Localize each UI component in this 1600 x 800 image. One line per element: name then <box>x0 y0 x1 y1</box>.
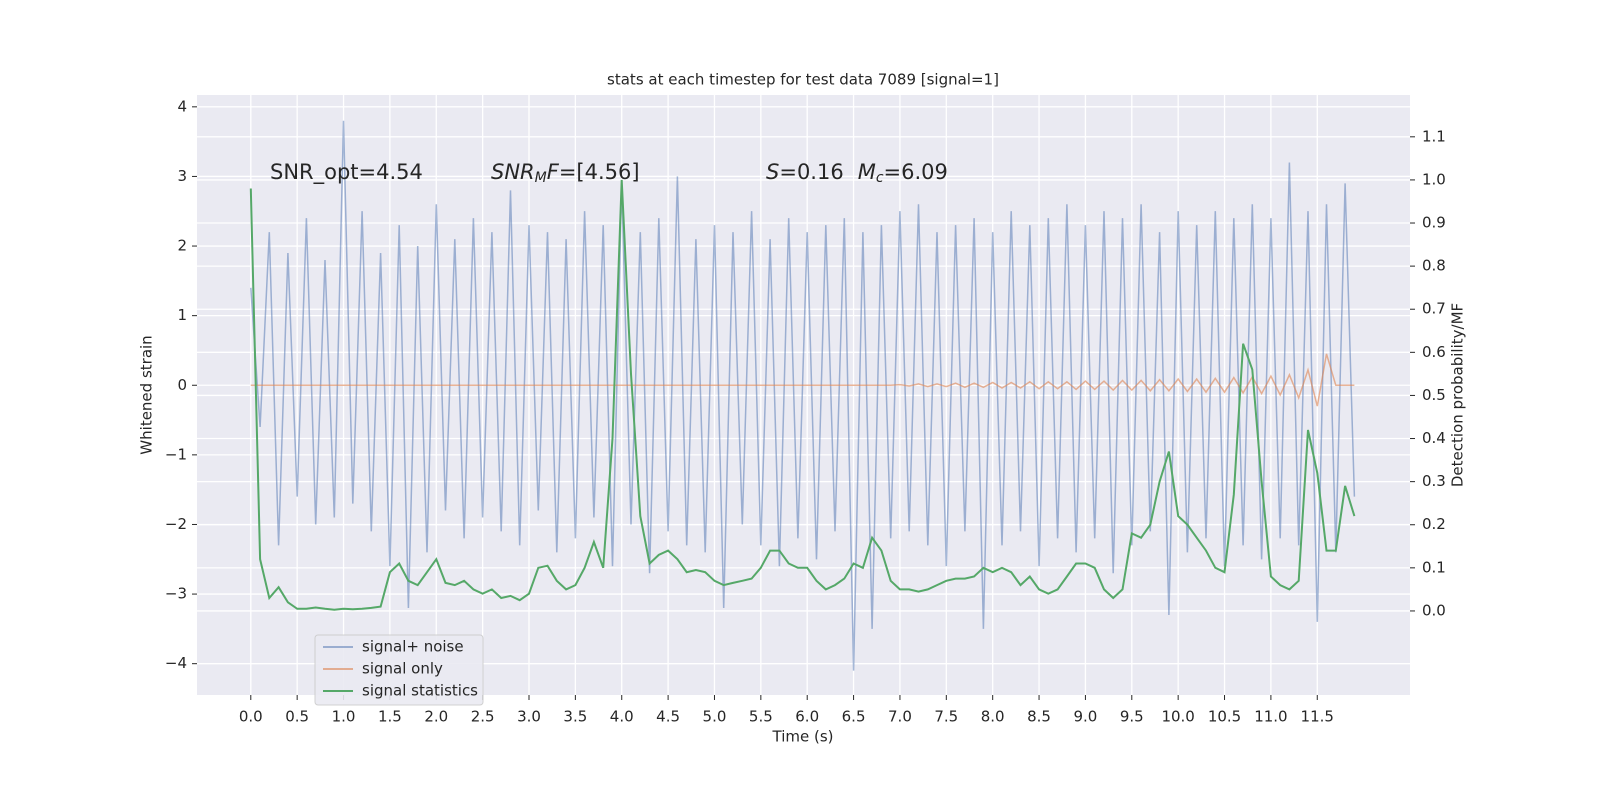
annotation-part: SNR <box>491 160 535 184</box>
annotation: SNRMF=[4.56] <box>491 160 640 186</box>
x-tick-label: 3.5 <box>563 708 587 726</box>
x-tick-label: 10.0 <box>1161 708 1194 726</box>
x-tick-label: 0.5 <box>285 708 309 726</box>
y2-tick-label: 0.4 <box>1422 429 1446 447</box>
annotation-part: =6.09 <box>884 160 948 184</box>
y-tick-label: −3 <box>165 585 187 603</box>
x-tick-label: 6.5 <box>842 708 866 726</box>
y2-tick-label: 0.2 <box>1422 515 1446 533</box>
annotation: SNR_opt=4.54 <box>270 160 423 185</box>
legend-label: signal only <box>362 660 443 678</box>
y2-tick-label: 0.6 <box>1422 343 1446 361</box>
x-tick-label: 9.5 <box>1120 708 1144 726</box>
annotation-part: F <box>547 160 560 184</box>
y-tick-label: −2 <box>165 515 187 533</box>
legend-box <box>314 634 484 706</box>
chart-title: stats at each timestep for test data 708… <box>607 71 999 89</box>
annotation-part: S <box>766 160 779 184</box>
x-tick-label: 9.0 <box>1073 708 1097 726</box>
y-tick-label: 2 <box>177 237 187 255</box>
x-tick-label: 10.5 <box>1208 708 1241 726</box>
annotation-part: M <box>858 160 876 184</box>
y-tick-label: −4 <box>165 654 187 672</box>
y2-tick-label: 0.3 <box>1422 472 1446 490</box>
x-tick-label: 5.0 <box>703 708 727 726</box>
y-tick-label: 3 <box>177 167 187 185</box>
x-tick-label: 8.5 <box>1027 708 1051 726</box>
x-tick-label: 6.0 <box>795 708 819 726</box>
x-tick-label: 2.5 <box>471 708 495 726</box>
series-line <box>249 179 1356 611</box>
y2-tick-label: 1.1 <box>1422 127 1446 145</box>
legend-label: signal statistics <box>362 682 478 700</box>
annotation-part: M <box>535 170 547 186</box>
y2-tick-label: 0.1 <box>1422 558 1446 576</box>
x-tick-label: 11.5 <box>1301 708 1334 726</box>
y2-tick-label: 1.0 <box>1422 170 1446 188</box>
y2-tick-label: 0.7 <box>1422 300 1446 318</box>
x-tick-label: 7.5 <box>934 708 958 726</box>
x-tick-label: 11.0 <box>1254 708 1287 726</box>
y2-tick-label: 0.9 <box>1422 214 1446 232</box>
x-tick-label: 8.0 <box>981 708 1005 726</box>
x-tick-label: 5.5 <box>749 708 773 726</box>
x-tick-label: 2.0 <box>424 708 448 726</box>
x-tick-label: 4.5 <box>656 708 680 726</box>
y-tick-label: 4 <box>177 97 187 115</box>
x-tick-label: 4.0 <box>610 708 634 726</box>
y-tick-label: 1 <box>177 306 187 324</box>
annotation: S=0.16 Mc=6.09 <box>766 160 948 186</box>
x-tick-label: 0.0 <box>239 708 263 726</box>
legend-label: signal+ noise <box>362 638 464 656</box>
x-tick-label: 3.0 <box>517 708 541 726</box>
series-line <box>250 353 1355 407</box>
x-axis-label: Time (s) <box>772 728 834 746</box>
x-tick-label: 7.0 <box>888 708 912 726</box>
y2-tick-label: 0.5 <box>1422 386 1446 404</box>
y-tick-label: 0 <box>177 376 187 394</box>
annotation-part: c <box>876 170 884 186</box>
y2-tick-label: 0.8 <box>1422 257 1446 275</box>
y2-tick-label: 0.0 <box>1422 601 1446 619</box>
y-tick-label: −1 <box>165 445 187 463</box>
annotation-part: =[4.56] <box>559 160 640 184</box>
x-tick-label: 1.0 <box>332 708 356 726</box>
y-axis-label: Whitened strain <box>138 335 156 454</box>
x-tick-label: 1.5 <box>378 708 402 726</box>
annotation-part: =0.16 <box>779 160 843 184</box>
y2-axis-label: Detection probability/MF <box>1449 303 1467 487</box>
